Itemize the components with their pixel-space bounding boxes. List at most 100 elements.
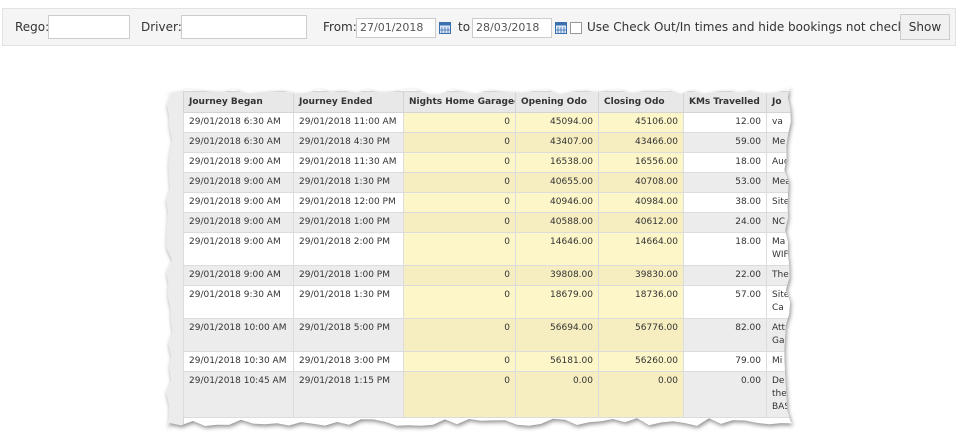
table-row: 29/01/2018 9:00 AM 29/01/2018 2:00 PM 0 146… (183, 232, 793, 266)
checkbox[interactable] (570, 22, 582, 34)
calendar-icon[interactable] (555, 22, 567, 34)
table-cell: 0 (403, 172, 516, 193)
table-cell: 53.00 (683, 172, 767, 193)
table-cell: Mea (766, 172, 793, 193)
table-cell: 29/01/2018 1:15 PM (293, 371, 404, 418)
table-cell: 29/01/2018 1:00 PM (293, 212, 404, 233)
column-header: Nights Home Garaged (403, 91, 516, 113)
torn-paper: Journey Began Journey Ended Nights Home Ga… (163, 86, 793, 428)
rego-input[interactable] (48, 15, 130, 39)
table-cell: 14664.00 (598, 232, 684, 266)
table-cell: 0 (403, 112, 516, 133)
column-header: Jo (766, 91, 793, 113)
table-cell: 0 (403, 351, 516, 372)
table-cell: 29/01/2018 1:00 PM (293, 265, 404, 286)
table-cell: 40984.00 (598, 192, 684, 213)
table-cell: 29/01/2018 3:00 PM (293, 351, 404, 372)
table-cell: 29/01/2018 10:45 AM (183, 371, 294, 418)
table-cell: 59.00 (683, 132, 767, 153)
table-cell: 38.00 (683, 192, 767, 213)
table-cell: 45094.00 (515, 112, 599, 133)
table-cell: 0 (403, 265, 516, 286)
table-cell: 29/01/2018 9:30 AM (183, 285, 294, 319)
table-cell: 0 (403, 285, 516, 319)
table-cell: 56694.00 (515, 318, 599, 352)
column-header: Opening Odo (515, 91, 599, 113)
table-row: 29/01/2018 9:00 AM 29/01/2018 12:00 PM 0 40… (183, 192, 793, 213)
table-cell: The (766, 265, 793, 286)
table-cell: 29/01/2018 1:30 PM (293, 285, 404, 319)
table-cell: 0 (403, 232, 516, 266)
table-cell: 0.00 (598, 371, 684, 418)
table-cell: 0.00 (515, 371, 599, 418)
table-cell: 18.00 (683, 152, 767, 173)
table-cell: 29/01/2018 9:00 AM (183, 192, 294, 213)
table-cell: 0.00 (683, 371, 767, 418)
table-row: 29/01/2018 9:30 AM 29/01/2018 1:30 PM 0 186… (183, 285, 793, 319)
table-cell: 18736.00 (598, 285, 684, 319)
from-date[interactable]: 27/01/2018 (356, 18, 436, 38)
table-cell: 29/01/2018 2:00 PM (293, 232, 404, 266)
calendar-icon[interactable] (439, 22, 451, 34)
rego-label: Rego: (15, 20, 50, 34)
driver-label: Driver: (141, 20, 182, 34)
table-cell: 43407.00 (515, 132, 599, 153)
column-header: Closing Odo (598, 91, 684, 113)
table-cell: 82.00 (683, 318, 767, 352)
table-cell: Me (766, 132, 793, 153)
table-cell: 0 (403, 371, 516, 418)
table-row: 29/01/2018 9:00 AM 29/01/2018 1:00 PM 0 398… (183, 265, 793, 286)
table-cell: 56776.00 (598, 318, 684, 352)
table-cell: 29/01/2018 12:00 PM (293, 192, 404, 213)
table-cell: 40612.00 (598, 212, 684, 233)
table-cell: 18679.00 (515, 285, 599, 319)
table-cell: De off the BAS (766, 371, 793, 418)
table-cell: Site (766, 192, 793, 213)
from-label: From: (323, 20, 357, 34)
table-cell: 0 (403, 152, 516, 173)
table-cell: 29/01/2018 11:00 AM (293, 112, 404, 133)
show-button[interactable]: Show (900, 14, 950, 40)
table-cell: 29/01/2018 10:00 AM (183, 318, 294, 352)
table-cell: 29/01/2018 6:30 AM (183, 132, 294, 153)
table-cell: 40655.00 (515, 172, 599, 193)
table-cell: Auc (766, 152, 793, 173)
table-cell: 29/01/2018 6:30 AM (183, 112, 294, 133)
table-cell: 45106.00 (598, 112, 684, 133)
table-cell: 29/01/2018 11:30 AM (293, 152, 404, 173)
table-cell: Site Ca (766, 285, 793, 319)
table-row: 29/01/2018 6:30 AM 29/01/2018 11:00 AM 0 45… (183, 112, 793, 133)
table-cell: 29/01/2018 9:00 AM (183, 232, 294, 266)
table-cell: 0 (403, 212, 516, 233)
table-row: 29/01/2018 9:00 AM 29/01/2018 11:30 AM 0 16… (183, 152, 793, 173)
table-row: 29/01/2018 10:00 AM 29/01/2018 5:00 PM 0 56… (183, 318, 793, 352)
table-cell: 29/01/2018 5:00 PM (293, 318, 404, 352)
table-cell: Att Gar (766, 318, 793, 352)
checkbox-label: Use Check Out/In times and hide bookings… (587, 20, 943, 34)
to-label: to (458, 20, 471, 34)
filter-bar: Rego: Driver: From: 27/01/2018 to 28/03/… (2, 8, 956, 46)
to-date[interactable]: 28/03/2018 (472, 18, 552, 38)
journey-table: Journey Began Journey Ended Nights Home Ga… (183, 91, 793, 418)
table-row: 29/01/2018 10:45 AM 29/01/2018 1:15 PM 0 0.… (183, 371, 793, 418)
table-cell: 57.00 (683, 285, 767, 319)
table-snippet: Journey Began Journey Ended Nights Home Ga… (163, 86, 793, 428)
table-cell: Ma WIF (766, 232, 793, 266)
table-cell: 79.00 (683, 351, 767, 372)
table-cell: 56181.00 (515, 351, 599, 372)
driver-input[interactable] (181, 15, 307, 39)
table-cell: 43466.00 (598, 132, 684, 153)
table-cell: va (766, 112, 793, 133)
column-header: Journey Ended (293, 91, 404, 113)
table-cell: 40708.00 (598, 172, 684, 193)
table-cell: 29/01/2018 4:30 PM (293, 132, 404, 153)
left-strip (163, 91, 184, 428)
table-cell: NC (766, 212, 793, 233)
table-cell: 39808.00 (515, 265, 599, 286)
table-row: 29/01/2018 6:30 AM 29/01/2018 4:30 PM 0 434… (183, 132, 793, 153)
table-cell: 29/01/2018 9:00 AM (183, 265, 294, 286)
table-cell: 0 (403, 318, 516, 352)
table-cell: 29/01/2018 9:00 AM (183, 152, 294, 173)
table-row: 29/01/2018 9:00 AM 29/01/2018 1:30 PM 0 406… (183, 172, 793, 193)
